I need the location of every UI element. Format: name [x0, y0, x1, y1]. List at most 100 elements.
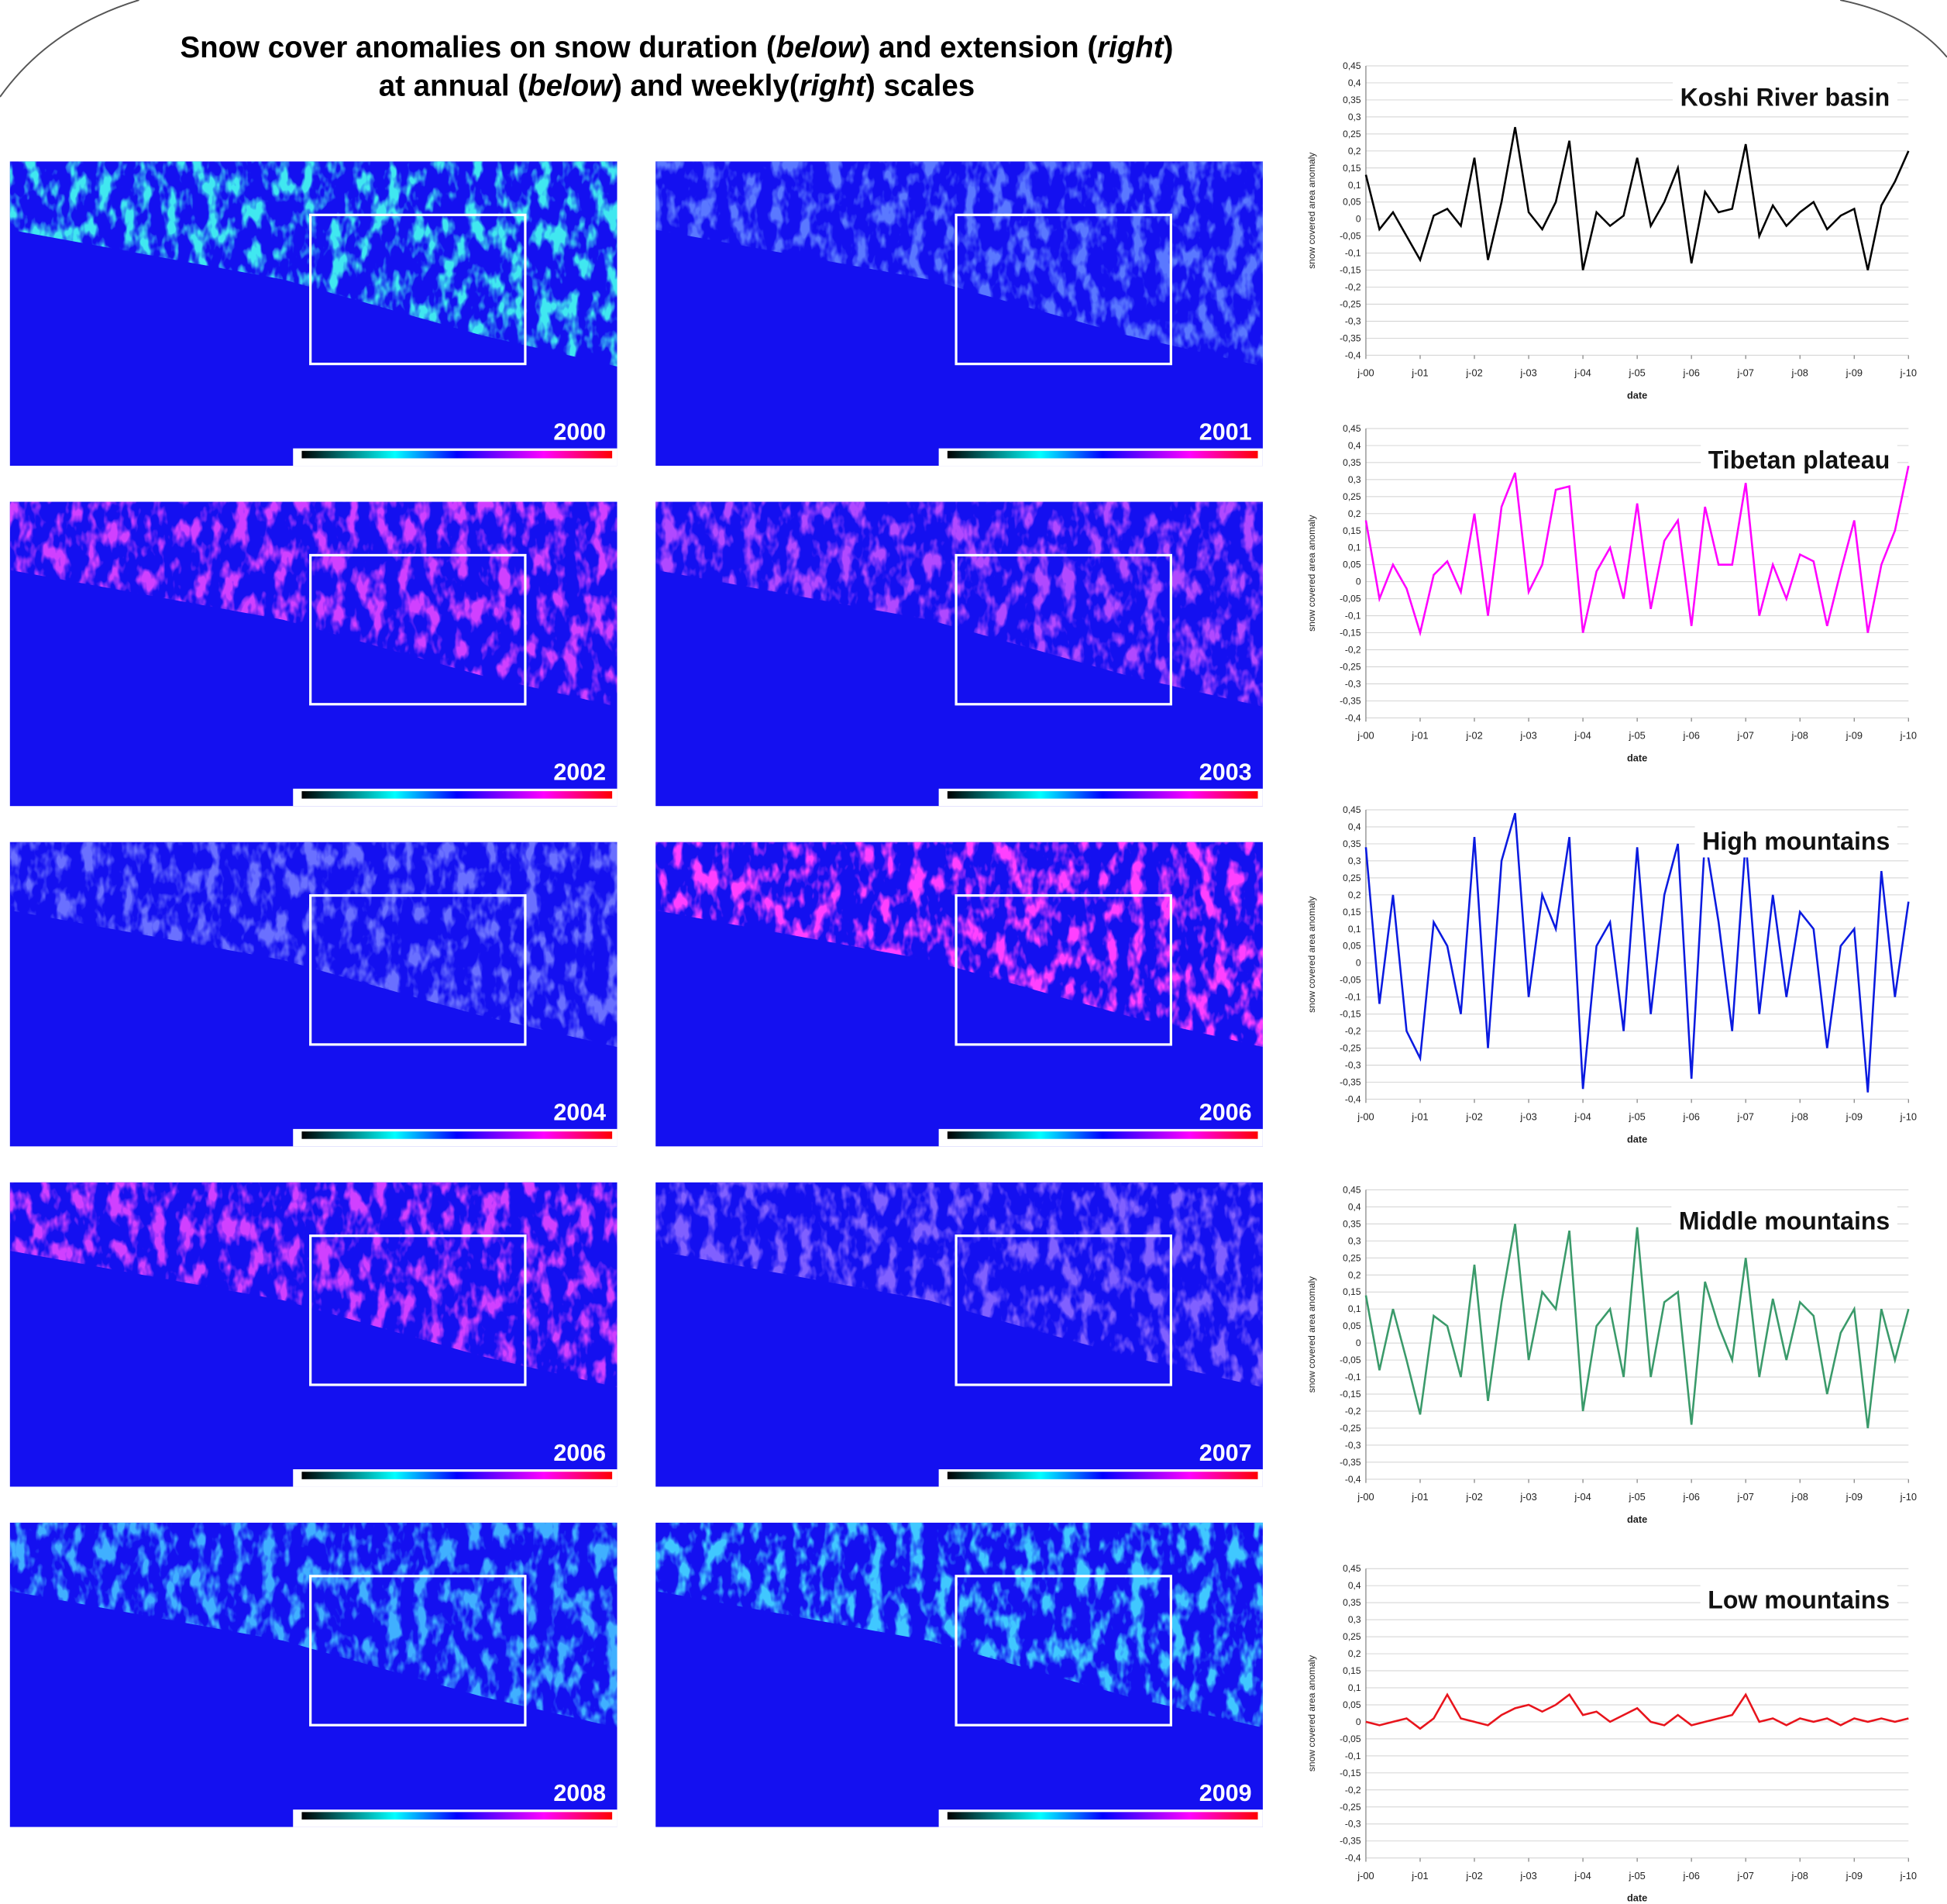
y-tick-label: 0,05 [1343, 559, 1361, 570]
y-tick-label: -0,1 [1345, 248, 1361, 259]
y-tick-label: 0,4 [1348, 1580, 1361, 1591]
x-tick-label: j-04 [1574, 1870, 1591, 1882]
y-tick-label: 0,1 [1348, 180, 1361, 191]
x-tick-label: j-03 [1519, 730, 1536, 742]
y-tick-label: 0,45 [1343, 1563, 1361, 1574]
y-tick-label: 0,35 [1343, 1597, 1361, 1608]
data-line [1365, 1692, 1909, 1730]
chart-title: Low mountains [1708, 1586, 1890, 1614]
y-tick-label: -0,2 [1345, 1406, 1361, 1417]
colorbar [301, 1131, 613, 1139]
y-tick-label: -0,3 [1345, 315, 1361, 326]
y-tick-label: 0,4 [1348, 440, 1361, 451]
chart-title-background [1694, 825, 1897, 858]
y-tick-label: -0,2 [1345, 1785, 1361, 1796]
x-tick-label: j-07 [1737, 1870, 1754, 1882]
x-tick-label: j-10 [1900, 1111, 1917, 1123]
y-tick-label: 0,25 [1343, 1631, 1361, 1642]
x-tick-label: j-07 [1737, 367, 1754, 379]
x-axis-label: date [1627, 1892, 1647, 1904]
study-area-box [955, 213, 1172, 366]
y-tick-label: 0 [1356, 958, 1361, 969]
x-tick-label: j-08 [1791, 1491, 1808, 1503]
y-tick-label: 0,3 [1348, 1614, 1361, 1625]
title-part: right [800, 69, 868, 102]
y-tick-label: -0,3 [1345, 678, 1361, 689]
colorbar [301, 1812, 613, 1820]
x-tick-label: j-09 [1846, 730, 1863, 742]
x-tick-label: j-08 [1791, 1111, 1808, 1123]
x-tick-label: j-02 [1465, 367, 1482, 379]
x-tick-label: j-00 [1357, 1111, 1374, 1123]
y-tick-label: 0,15 [1343, 1286, 1361, 1297]
study-area-box [955, 1575, 1172, 1727]
x-tick-label: j-10 [1900, 1491, 1917, 1503]
y-tick-label: -0,2 [1345, 282, 1361, 293]
y-tick-label: -0,15 [1340, 1768, 1361, 1778]
y-tick-label: -0,1 [1345, 992, 1361, 1003]
study-area-box [955, 553, 1172, 706]
x-tick-label: j-01 [1411, 1111, 1428, 1123]
y-tick-label: -0,25 [1340, 299, 1361, 310]
snow-anomaly [9, 161, 617, 367]
x-tick-label: j-04 [1574, 367, 1591, 379]
x-axis-label: date [1627, 390, 1647, 401]
map-year: 2007 [1199, 1440, 1252, 1466]
y-tick-label: -0,25 [1340, 1423, 1361, 1434]
y-tick-label: 0,3 [1348, 856, 1361, 866]
y-tick-label: -0,05 [1340, 975, 1361, 986]
map-year: 2009 [1199, 1780, 1252, 1806]
study-area-box [955, 893, 1172, 1046]
y-axis-label: snow covered area anomaly [1306, 515, 1317, 632]
snow-anomaly [655, 842, 1263, 1048]
snow-anomaly [655, 161, 1263, 367]
x-axis-label: date [1627, 752, 1647, 763]
y-tick-label: -0,3 [1345, 1440, 1361, 1451]
x-tick-label: j-05 [1628, 1870, 1645, 1882]
y-tick-label: 0,35 [1343, 838, 1361, 849]
y-tick-label: 0,05 [1343, 1320, 1361, 1331]
x-tick-label: j-04 [1574, 1491, 1591, 1503]
chart-title: Koshi River basin [1680, 83, 1890, 111]
x-tick-label: j-02 [1465, 1111, 1482, 1123]
y-tick-label: -0,4 [1345, 1093, 1361, 1104]
chart-title-background [1672, 81, 1897, 114]
data-line [1364, 126, 1910, 270]
snow-anomaly [655, 501, 1263, 707]
colorbar [301, 450, 613, 459]
y-tick-label: 0,15 [1343, 163, 1361, 174]
title-part: ) scales [865, 69, 975, 102]
x-tick-label: j-09 [1846, 1870, 1863, 1882]
map-year: 2006 [553, 1440, 606, 1466]
map-year: 2004 [553, 1100, 606, 1126]
x-tick-label: j-00 [1357, 367, 1374, 379]
x-tick-label: j-06 [1682, 1111, 1699, 1123]
snow-anomaly [9, 1522, 617, 1728]
map-year: 2001 [1199, 418, 1252, 445]
poster-title: Snow cover anomalies on snow duration (b… [180, 31, 1173, 64]
x-tick-label: j-01 [1411, 1491, 1428, 1503]
x-tick-label: j-06 [1682, 1491, 1699, 1503]
study-area-box [309, 553, 527, 706]
x-tick-label: j-10 [1900, 367, 1917, 379]
x-tick-label: j-00 [1357, 1870, 1374, 1882]
x-tick-label: j-07 [1737, 730, 1754, 742]
x-tick-label: j-06 [1682, 730, 1699, 742]
study-area-box [309, 1234, 527, 1386]
y-tick-label: 0,15 [1343, 907, 1361, 918]
y-axis-label: snow covered area anomaly [1306, 1655, 1317, 1771]
title-part: ) [1164, 31, 1174, 64]
title-part: ) and weekly( [612, 69, 800, 102]
y-tick-label: 0,25 [1343, 873, 1361, 883]
y-tick-label: -0,35 [1340, 1836, 1361, 1847]
y-tick-label: 0 [1356, 1338, 1361, 1348]
y-tick-label: 0,25 [1343, 1252, 1361, 1263]
x-tick-label: j-01 [1411, 1870, 1428, 1882]
colorbar [947, 790, 1258, 799]
y-tick-label: -0,1 [1345, 1372, 1361, 1382]
y-tick-label: 0,45 [1343, 1184, 1361, 1195]
y-tick-label: 0,05 [1343, 197, 1361, 208]
title-part: at annual ( [379, 69, 528, 102]
y-tick-label: 0,2 [1348, 890, 1361, 900]
